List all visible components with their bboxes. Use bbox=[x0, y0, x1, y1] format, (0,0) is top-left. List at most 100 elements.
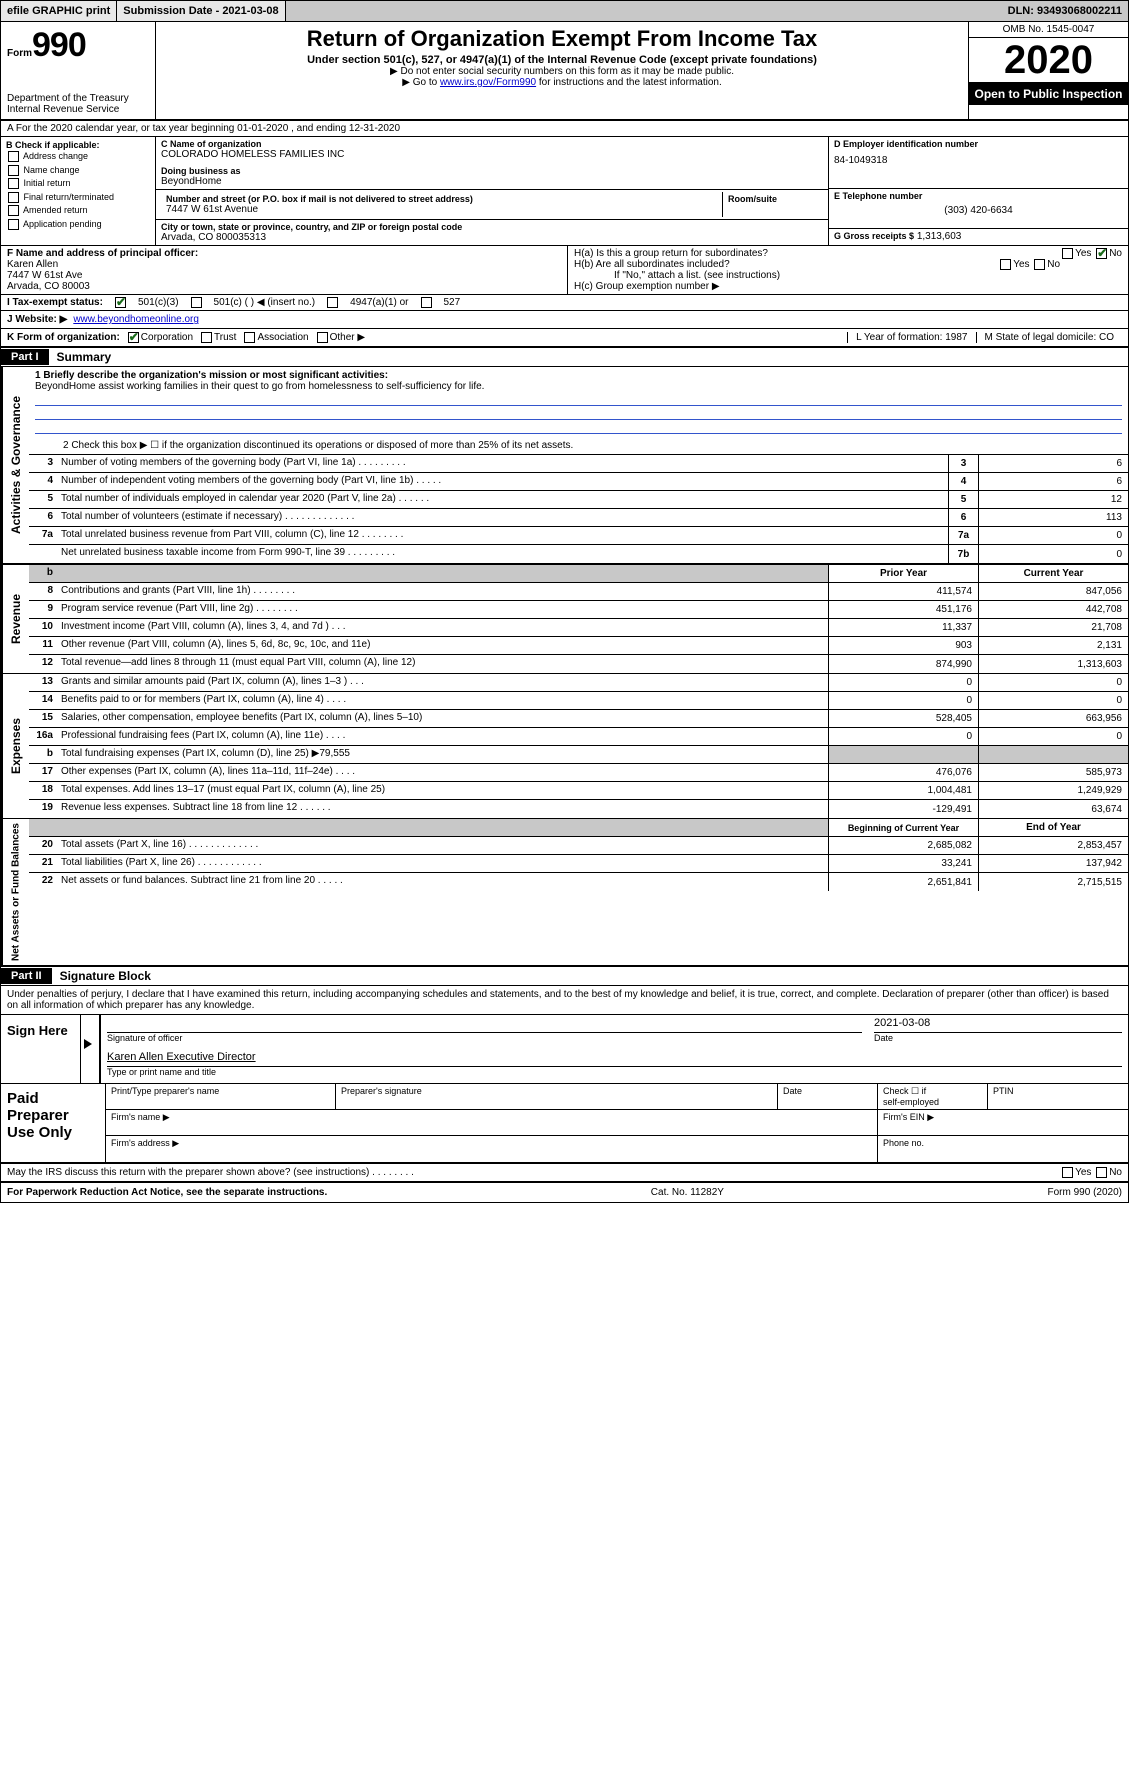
box-d-e-g: D Employer identification number 84-1049… bbox=[828, 137, 1128, 245]
chk-527[interactable] bbox=[421, 297, 432, 308]
submission-date-button[interactable]: Submission Date - 2021-03-08 bbox=[117, 1, 285, 21]
officer-typed-name: Karen Allen Executive Director bbox=[107, 1051, 1122, 1067]
goto-post: for instructions and the latest informat… bbox=[536, 77, 722, 88]
org-name-label: C Name of organization bbox=[161, 139, 823, 149]
officer-addr2: Arvada, CO 80003 bbox=[7, 281, 561, 292]
chk-corporation[interactable] bbox=[128, 332, 139, 343]
summary-row: 6Total number of volunteers (estimate if… bbox=[29, 509, 1128, 527]
box-b: B Check if applicable: Address change Na… bbox=[1, 137, 156, 245]
chk-application-pending[interactable]: Application pending bbox=[6, 218, 150, 232]
discuss-row: May the IRS discuss this return with the… bbox=[1, 1164, 1128, 1183]
opt-501c: 501(c) ( ) ◀ (insert no.) bbox=[214, 297, 316, 308]
goto-pre: ▶ Go to bbox=[402, 77, 440, 88]
officer-name-label: Type or print name and title bbox=[107, 1067, 1122, 1077]
chk-trust[interactable] bbox=[201, 332, 212, 343]
box-c: C Name of organization COLORADO HOMELESS… bbox=[156, 137, 828, 245]
efile-print-button[interactable]: efile GRAPHIC print bbox=[1, 1, 117, 21]
row-i: I Tax-exempt status: 501(c)(3) 501(c) ( … bbox=[1, 295, 1128, 311]
sig-row-2: Karen Allen Executive Director Type or p… bbox=[81, 1049, 1128, 1083]
data-row: 9Program service revenue (Part VIII, lin… bbox=[29, 601, 1128, 619]
ein-cell: D Employer identification number 84-1049… bbox=[829, 137, 1128, 189]
section-net-assets: Net Assets or Fund Balances Beginning of… bbox=[1, 819, 1128, 967]
officer-sig-label: Signature of officer bbox=[107, 1033, 862, 1043]
year-headers: b Prior Year Current Year bbox=[29, 565, 1128, 583]
phone-label: E Telephone number bbox=[834, 191, 1123, 201]
ein-value: 84-1049318 bbox=[834, 149, 1123, 166]
box-f: F Name and address of principal officer:… bbox=[1, 246, 568, 294]
line-1: 1 Briefly describe the organization's mi… bbox=[29, 367, 1128, 437]
chk-other[interactable] bbox=[317, 332, 328, 343]
box-h: H(a) Is this a group return for subordin… bbox=[568, 246, 1128, 294]
chk-501c[interactable] bbox=[191, 297, 202, 308]
form-ref: Form 990 (2020) bbox=[1048, 1187, 1122, 1198]
part-2-header: Part II Signature Block bbox=[1, 967, 1128, 986]
hdr-prior: Prior Year bbox=[828, 565, 978, 582]
mission-line-3 bbox=[35, 420, 1122, 434]
governance-body: 1 Briefly describe the organization's mi… bbox=[29, 367, 1128, 563]
officer-name-cell: Karen Allen Executive Director Type or p… bbox=[101, 1049, 1128, 1083]
section-expenses: Expenses 13Grants and similar amounts pa… bbox=[1, 674, 1128, 819]
chk-4947[interactable] bbox=[327, 297, 338, 308]
gross-value: 1,313,603 bbox=[917, 231, 962, 242]
chk-name-change[interactable]: Name change bbox=[6, 164, 150, 178]
summary-row: 7aTotal unrelated business revenue from … bbox=[29, 527, 1128, 545]
data-row: 11Other revenue (Part VIII, column (A), … bbox=[29, 637, 1128, 655]
chk-final-return[interactable]: Final return/terminated bbox=[6, 191, 150, 205]
paid-preparer-label: Paid Preparer Use Only bbox=[1, 1084, 106, 1162]
opt-corp: Corporation bbox=[141, 332, 193, 343]
gross-receipts-cell: G Gross receipts $ 1,313,603 bbox=[829, 229, 1128, 244]
opt-527: 527 bbox=[444, 297, 461, 308]
address-row: Number and street (or P.O. box if mail i… bbox=[156, 190, 828, 220]
city-value: Arvada, CO 800035313 bbox=[161, 232, 823, 243]
dba-label: Doing business as bbox=[161, 166, 823, 176]
data-row: 19Revenue less expenses. Subtract line 1… bbox=[29, 800, 1128, 818]
data-row: 12Total revenue—add lines 8 through 11 (… bbox=[29, 655, 1128, 673]
h-c: H(c) Group exemption number ▶ bbox=[574, 281, 1122, 292]
hdr-spacer bbox=[57, 565, 828, 582]
side-governance: Activities & Governance bbox=[1, 367, 29, 563]
data-row: 21Total liabilities (Part X, line 26) . … bbox=[29, 855, 1128, 873]
header-mid: Return of Organization Exempt From Incom… bbox=[156, 22, 968, 119]
note-goto: ▶ Go to www.irs.gov/Form990 for instruct… bbox=[164, 77, 960, 88]
net-headers: Beginning of Current Year End of Year bbox=[29, 819, 1128, 837]
org-name-cell: C Name of organization COLORADO HOMELESS… bbox=[156, 137, 828, 190]
sign-here-block: Sign Here Signature of officer 2021-03-0… bbox=[1, 1015, 1128, 1084]
discuss-yes[interactable] bbox=[1062, 1167, 1073, 1178]
irs-link[interactable]: www.irs.gov/Form990 bbox=[440, 77, 536, 88]
public-inspection-badge: Open to Public Inspection bbox=[969, 82, 1128, 105]
officer-sig-line[interactable] bbox=[107, 1017, 862, 1033]
side-exp: Expenses bbox=[1, 674, 29, 818]
form-header: Form990 Department of the Treasury Inter… bbox=[1, 22, 1128, 121]
part-1-title: Summary bbox=[49, 348, 120, 366]
website-link[interactable]: www.beyondhomeonline.org bbox=[73, 314, 199, 325]
chk-initial-return[interactable]: Initial return bbox=[6, 177, 150, 191]
officer-name: Karen Allen bbox=[7, 259, 561, 270]
summary-row: 4Number of independent voting members of… bbox=[29, 473, 1128, 491]
opt-501c3: 501(c)(3) bbox=[138, 297, 179, 308]
data-row: 14Benefits paid to or for members (Part … bbox=[29, 692, 1128, 710]
section-f-h: F Name and address of principal officer:… bbox=[1, 246, 1128, 295]
data-row: 18Total expenses. Add lines 13–17 (must … bbox=[29, 782, 1128, 800]
opt-other: Other ▶ bbox=[330, 332, 365, 343]
summary-row: 3Number of voting members of the governi… bbox=[29, 455, 1128, 473]
mission-line-2 bbox=[35, 406, 1122, 420]
part-1-tag: Part I bbox=[1, 349, 49, 365]
chk-amended-return[interactable]: Amended return bbox=[6, 204, 150, 218]
chk-501c3[interactable] bbox=[115, 297, 126, 308]
chk-address-change[interactable]: Address change bbox=[6, 150, 150, 164]
discuss-no[interactable] bbox=[1096, 1167, 1107, 1178]
part-1-header: Part I Summary bbox=[1, 348, 1128, 367]
form-number: Form990 bbox=[7, 26, 149, 65]
header-left: Form990 Department of the Treasury Inter… bbox=[1, 22, 156, 119]
officer-label: F Name and address of principal officer: bbox=[7, 248, 561, 259]
year-formation: L Year of formation: 1987 bbox=[847, 332, 975, 343]
opt-assoc: Association bbox=[257, 332, 308, 343]
chk-association[interactable] bbox=[244, 332, 255, 343]
hdr-beginning: Beginning of Current Year bbox=[828, 819, 978, 836]
preparer-row-2: Firm's name ▶ Firm's EIN ▶ bbox=[106, 1110, 1128, 1136]
room-label: Room/suite bbox=[728, 194, 818, 204]
k-label: K Form of organization: bbox=[7, 332, 120, 343]
firm-addr-cell: Firm's address ▶ bbox=[106, 1136, 878, 1162]
section-governance: Activities & Governance 1 Briefly descri… bbox=[1, 367, 1128, 565]
side-rev: Revenue bbox=[1, 565, 29, 673]
